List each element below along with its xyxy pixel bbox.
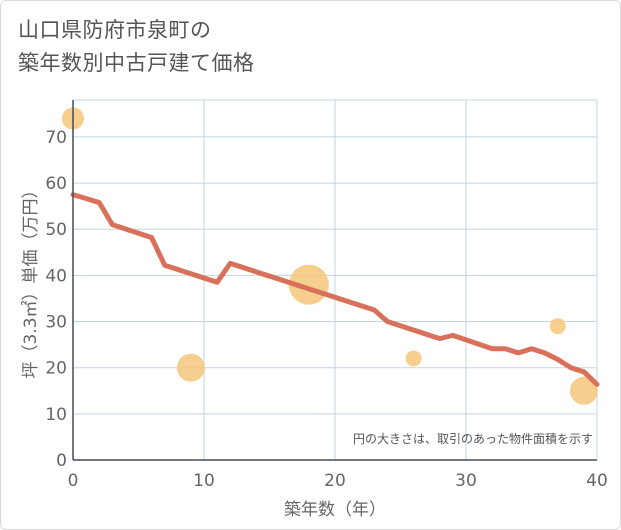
tick-labels: 0 10 20 30 40 50 60 70 0 10 20 30 40 xyxy=(45,128,607,491)
bubble-point xyxy=(569,376,598,405)
y-tick-label: 60 xyxy=(45,174,67,194)
bubble-point xyxy=(405,350,422,367)
chart-title-line1: 山口県防府市泉町の xyxy=(18,18,212,42)
y-tick-label: 30 xyxy=(45,313,67,333)
y-tick-label: 40 xyxy=(45,266,67,286)
x-tick-label: 10 xyxy=(193,471,215,491)
x-tick-label: 0 xyxy=(68,471,79,491)
x-tick-label: 20 xyxy=(324,471,346,491)
y-tick-label: 50 xyxy=(45,220,67,240)
bubble-series xyxy=(62,107,598,405)
y-tick-label: 20 xyxy=(45,359,67,379)
grid xyxy=(72,99,598,461)
line-series xyxy=(70,192,600,387)
y-axis-label: 坪（3.3㎡）単価（万円） xyxy=(21,181,41,378)
x-axis-label: 築年数（年） xyxy=(284,500,386,520)
x-tick-label: 40 xyxy=(586,471,608,491)
y-tick-label: 0 xyxy=(56,451,67,471)
x-tick-label: 30 xyxy=(455,471,477,491)
bubble-point xyxy=(176,353,205,382)
bubble-point xyxy=(549,318,566,335)
y-tick-label: 70 xyxy=(45,128,67,148)
y-tick-label: 10 xyxy=(45,405,67,425)
price-line xyxy=(70,192,600,387)
chart-title-line2: 築年数別中古戸建て価格 xyxy=(18,51,255,75)
chart-note: 円の大きさは、取引のあった物件面積を示す xyxy=(353,431,593,446)
axes xyxy=(72,100,597,461)
chart-title: 山口県防府市泉町の 築年数別中古戸建て価格 xyxy=(18,14,255,80)
